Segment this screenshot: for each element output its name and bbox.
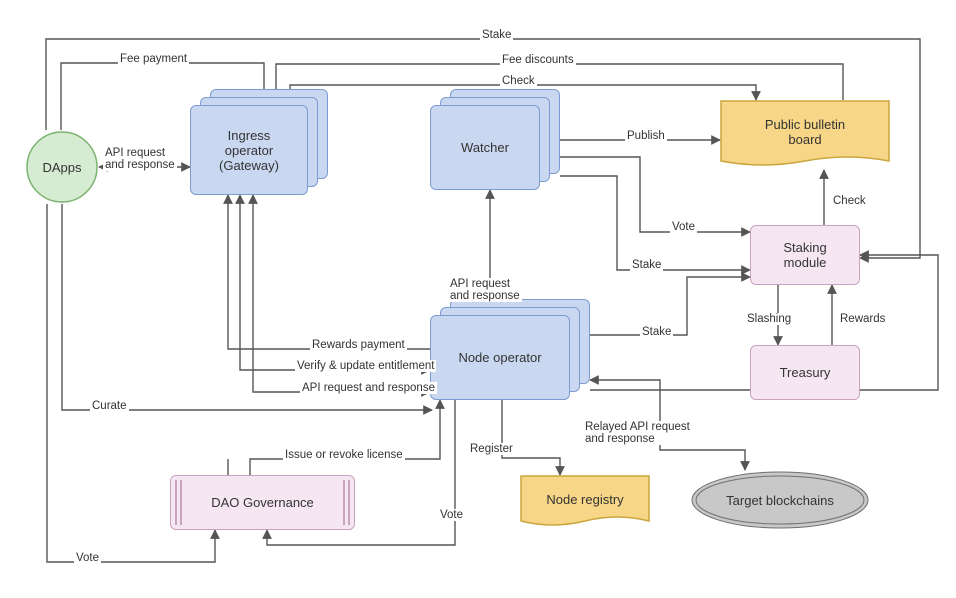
ingress-node: Ingressoperator(Gateway): [190, 105, 308, 195]
edge-label-2: Publish: [625, 130, 667, 142]
edge-label-0: API requestand response: [103, 147, 177, 171]
edge-13: [228, 195, 430, 349]
staking-label: Stakingmodule: [783, 240, 826, 270]
targets-node: Target blockchains: [690, 470, 870, 530]
edge-19: [250, 400, 440, 475]
edge-18: [502, 400, 560, 475]
watcher-node: Watcher: [430, 105, 540, 190]
noderego-node: Node registry: [520, 475, 650, 530]
edge-label-14: Verify & update entitlement: [295, 360, 436, 372]
ingress-label: Ingressoperator(Gateway): [219, 128, 279, 173]
edge-label-3: Check: [500, 75, 537, 87]
edge-label-6: Check: [831, 195, 868, 207]
edge-label-20: Vote: [438, 509, 465, 521]
diagram-stage: DApps Ingressoperator(Gateway) Watcher Node…: [0, 0, 956, 598]
edge-label-7: Vote: [670, 221, 697, 233]
edge-16: [62, 204, 432, 410]
dapps-label: DApps: [42, 160, 81, 175]
edge-label-11: Slashing: [745, 313, 793, 325]
treasury-node: Treasury: [750, 345, 860, 400]
edge-label-16: Curate: [90, 400, 129, 412]
treasury-label: Treasury: [780, 365, 831, 380]
edge-label-18: Register: [468, 443, 515, 455]
edge-label-15: API request and response: [300, 382, 437, 394]
edge-label-17: Relayed API requestand response: [583, 421, 692, 445]
staking-node: Stakingmodule: [750, 225, 860, 285]
edge-label-4: Fee discounts: [500, 54, 576, 66]
edge-label-19: Issue or revoke license: [283, 449, 405, 461]
edge-label-12: Rewards: [838, 313, 887, 325]
edge-label-10: Stake: [640, 326, 673, 338]
dapps-node: DApps: [25, 130, 99, 204]
noderego-label: Node registry: [546, 492, 623, 507]
dao-label: DAO Governance: [211, 495, 314, 510]
edge-label-21: Vote: [74, 552, 101, 564]
bulletin-node: Public bulletinboard: [720, 100, 890, 170]
bulletin-label: Public bulletinboard: [765, 117, 845, 147]
dao-node: DAO Governance: [170, 475, 355, 530]
edge-label-5: Stake: [480, 29, 513, 41]
nodeop-label: Node operator: [458, 350, 541, 365]
edge-label-1: Fee payment: [118, 53, 189, 65]
targets-label: Target blockchains: [726, 493, 834, 508]
nodeop-node: Node operator: [430, 315, 570, 400]
edge-8: [560, 176, 750, 270]
edge-label-9: API requestand response: [448, 278, 522, 302]
edge-label-8: Stake: [630, 259, 663, 271]
edge-label-13: Rewards payment: [310, 339, 407, 351]
watcher-label: Watcher: [461, 140, 509, 155]
